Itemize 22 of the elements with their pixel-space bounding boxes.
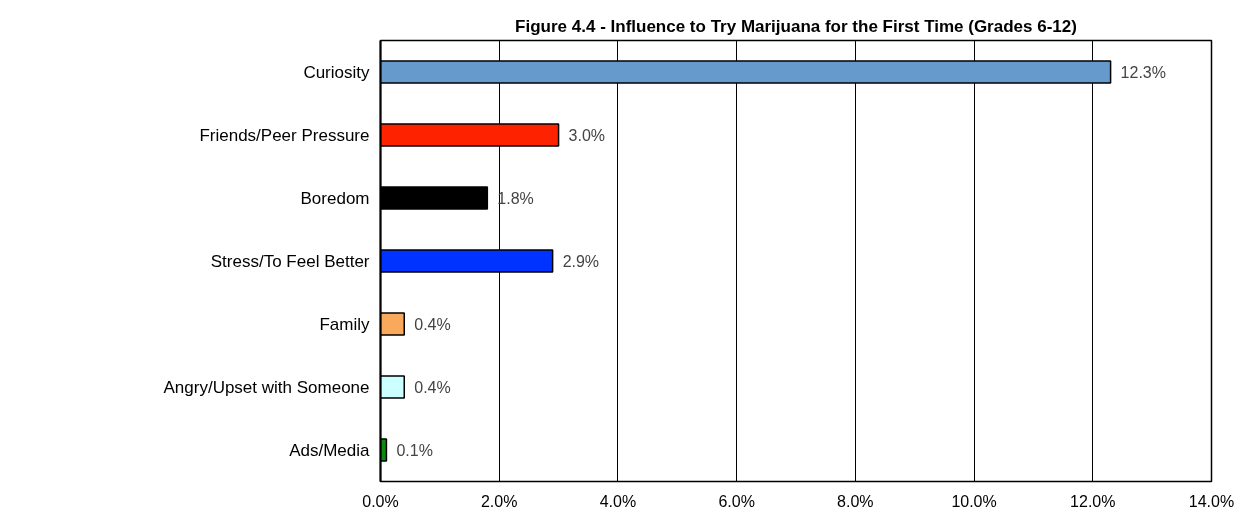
data-label: 0.4%	[414, 378, 451, 396]
x-tick-label: 4.0%	[599, 492, 637, 510]
data-label: 2.9%	[562, 252, 600, 270]
x-tick-label: 0.0%	[362, 492, 399, 510]
y-tick-label: Angry/Upset with Someone	[163, 377, 370, 397]
x-tick-label: 12.0%	[1070, 492, 1116, 510]
data-label: 3.0%	[568, 126, 606, 144]
x-tick-label: 2.0%	[480, 492, 518, 510]
x-tick-label: 8.0%	[837, 492, 874, 510]
x-tick-label: 6.0%	[718, 492, 755, 510]
y-tick-label: Family	[319, 314, 370, 334]
x-tick-label: 10.0%	[951, 492, 997, 510]
data-label: 0.1%	[396, 441, 433, 459]
y-tick-label: Friends/Peer Pressure	[199, 125, 370, 145]
data-label: 12.3%	[1120, 63, 1166, 81]
data-label: 0.4%	[414, 315, 451, 333]
y-tick-label: Curiosity	[303, 62, 370, 82]
y-tick-label: Ads/Media	[289, 440, 371, 460]
x-tick-label: 14.0%	[1188, 492, 1235, 510]
chart-title: Figure 4.4 - Influence to Try Marijuana for the First Time (Grades 6-12)	[515, 16, 1077, 36]
y-tick-label: Stress/To Feel Better	[210, 251, 370, 271]
y-tick-label: Boredom	[300, 188, 370, 208]
